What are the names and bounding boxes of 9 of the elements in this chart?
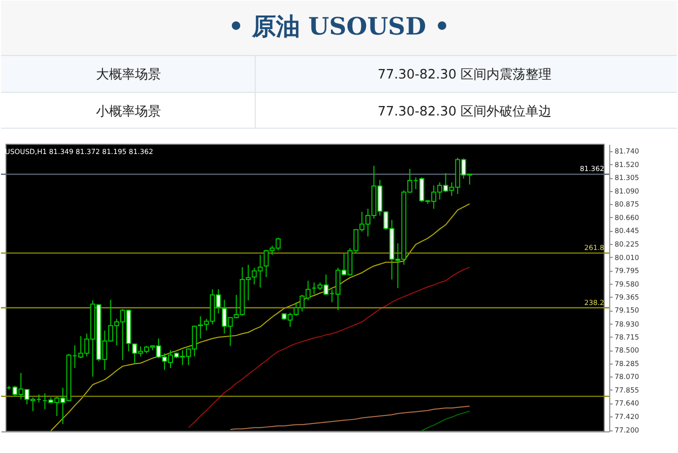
line-series [188, 266, 470, 428]
chart-title: • 原油 USOUSD • [228, 12, 450, 41]
line-series [50, 203, 470, 432]
text: 77.30-82.30 区间外破位单边 [378, 104, 552, 120]
line-series [230, 406, 470, 430]
text: 大概率场景 [96, 66, 162, 82]
line-series [421, 410, 470, 432]
text: 小概率场景 [96, 103, 162, 120]
text: 77.30-82.30 区间内震荡整理 [378, 67, 552, 82]
